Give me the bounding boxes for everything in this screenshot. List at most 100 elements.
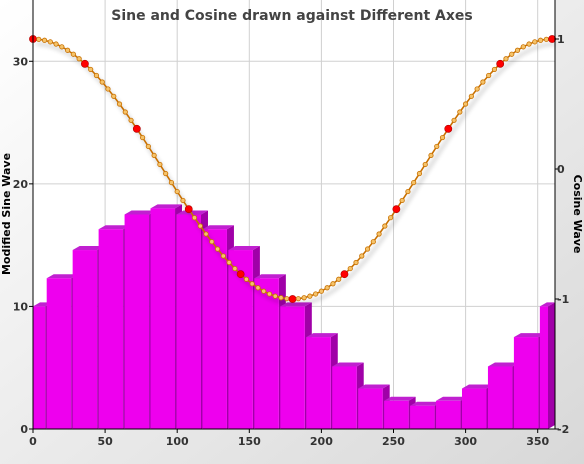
line-marker-small: [451, 117, 457, 123]
bar-top: [98, 225, 131, 230]
line-marker-small: [59, 44, 65, 50]
line-marker-small: [232, 265, 238, 272]
line-marker-small: [359, 253, 365, 259]
line-marker-small: [295, 296, 301, 302]
line-marker-large: [132, 124, 141, 133]
line-marker-large: [81, 59, 89, 68]
bar: [33, 306, 46, 429]
bar: [358, 388, 383, 429]
line-marker-large: [340, 270, 349, 279]
bar: [202, 229, 227, 429]
line-marker-small: [307, 293, 313, 299]
bar-top: [332, 362, 364, 367]
bar-top: [384, 396, 416, 401]
line-marker-small: [364, 246, 371, 252]
x-tick-label: 350: [526, 435, 549, 448]
left-tick-label: 0: [20, 423, 28, 436]
line-marker-small: [214, 246, 221, 252]
bar-top: [487, 362, 520, 367]
bar-top: [280, 302, 312, 307]
bar-top: [202, 225, 234, 230]
line-marker-small: [278, 295, 284, 301]
x-tick-label: 0: [29, 435, 37, 448]
line-marker-small: [116, 101, 123, 107]
line-marker-small: [486, 72, 492, 79]
bar-top: [306, 333, 338, 338]
bar-series: [33, 204, 555, 429]
line-marker-small: [122, 109, 128, 115]
line-marker-large: [184, 205, 193, 214]
left-tick-label: 10: [13, 300, 29, 313]
line-marker-small: [330, 281, 336, 287]
line-marker-small: [53, 41, 59, 47]
line-marker-small: [203, 231, 209, 237]
bar-top: [461, 384, 494, 389]
bar-top: [436, 396, 468, 401]
line-marker-small: [157, 161, 163, 168]
line-marker-small: [491, 66, 498, 73]
line-marker-small: [514, 47, 521, 53]
bar: [332, 366, 357, 429]
bar: [513, 337, 539, 429]
line-marker-small: [468, 93, 474, 99]
line-marker-small: [457, 109, 463, 115]
bar: [280, 306, 305, 429]
bar: [410, 405, 435, 429]
line-marker-small: [163, 170, 169, 177]
line-marker-small: [266, 291, 273, 297]
line-marker-small: [428, 152, 434, 159]
line-marker-small: [347, 265, 353, 272]
bar-top: [513, 333, 546, 338]
bar-top: [410, 401, 442, 406]
line-marker-small: [318, 288, 324, 294]
line-marker-small: [422, 161, 428, 168]
line-marker-small: [145, 143, 151, 150]
line-marker-small: [65, 47, 71, 53]
line-marker-small: [272, 293, 278, 299]
bar: [98, 229, 124, 429]
right-axis-title: Cosine Wave: [571, 175, 584, 254]
bar: [150, 208, 176, 429]
line-marker-small: [243, 276, 250, 282]
bar: [436, 400, 461, 429]
bar-side: [548, 302, 555, 429]
bar-top: [72, 246, 105, 251]
line-marker-large: [444, 124, 453, 133]
line-marker-small: [537, 37, 544, 43]
line-marker-small: [197, 223, 203, 229]
line-marker-small: [336, 276, 342, 282]
bar: [539, 306, 548, 429]
line-marker-large: [236, 270, 245, 279]
right-tick-label: -2: [557, 423, 569, 436]
x-tick-label: 300: [454, 435, 477, 448]
line-marker-large: [288, 295, 297, 303]
left-tick-label: 20: [13, 178, 29, 191]
line-marker-small: [382, 223, 388, 229]
bar: [72, 250, 98, 429]
line-marker-small: [503, 56, 509, 62]
line-marker-small: [439, 134, 446, 141]
right-tick-label: 0: [557, 163, 565, 176]
bar: [46, 278, 72, 429]
line-marker-small: [255, 285, 261, 291]
bar-top: [358, 384, 390, 389]
line-marker-small: [128, 117, 134, 123]
line-marker-large: [496, 59, 505, 68]
x-tick-label: 100: [166, 435, 189, 448]
x-tick-label: 50: [97, 435, 113, 448]
line-marker-small: [220, 253, 226, 259]
line-marker-small: [474, 86, 480, 92]
line-marker-small: [139, 134, 146, 141]
bar-top: [228, 246, 260, 251]
x-tick-label: 200: [310, 435, 333, 448]
line-marker-small: [88, 66, 94, 73]
bar-top: [176, 210, 208, 215]
line-marker-small: [261, 288, 267, 294]
right-tick-label: 1: [557, 33, 565, 46]
line-marker-small: [399, 197, 405, 204]
bar: [306, 337, 331, 429]
bar-top: [124, 210, 157, 215]
line-marker-small: [174, 188, 180, 195]
